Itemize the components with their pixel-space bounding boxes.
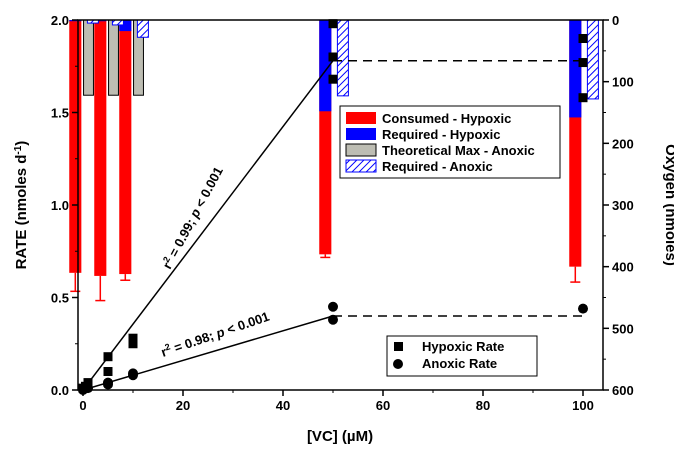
legend-label-hypoxic-rate: Hypoxic Rate — [422, 339, 504, 354]
bar-required-hypoxic-2 — [119, 20, 132, 32]
bar-required-anoxic-3 — [336, 19, 349, 97]
legend-top-frame — [339, 105, 561, 179]
legend-swatch-theoretical-max-anoxic — [345, 143, 377, 157]
legend-label-theoretical-max-anoxic: Theoretical Max - Anoxic — [382, 143, 535, 158]
legend-label-required-hypoxic: Required - Hypoxic — [382, 127, 500, 142]
oxygen-bars — [69, 19, 599, 302]
anoxic-rate-point-7 — [328, 314, 338, 325]
y-tick-label-4: 2.0 — [51, 13, 69, 28]
fit-line-0 — [82, 60, 334, 391]
legend-swatch-consumed-hypoxic — [346, 112, 376, 124]
legend-marker-hypoxic-rate — [394, 342, 403, 351]
hypoxic-rate-point-8 — [328, 52, 338, 62]
x-tick-label-5: 100 — [572, 398, 594, 413]
bar-theoretical-max-anoxic-1 — [108, 19, 119, 96]
bar-consumed-hypoxic-1 — [94, 20, 107, 276]
legend-bottom-frame — [386, 335, 538, 377]
legend-swatch-required-hypoxic — [346, 128, 376, 140]
rate-points — [78, 19, 588, 395]
legend-top: Consumed - Hypoxic Required - Hypoxic Th… — [339, 105, 561, 179]
bar-consumed-hypoxic-0 — [69, 20, 82, 273]
y-tick-label-2: 1.0 — [51, 198, 69, 213]
y2-tick-label-1: 100 — [612, 75, 634, 90]
bar-required-hypoxic-4 — [569, 20, 582, 118]
x-tick-label-0: 0 — [79, 398, 86, 413]
y-axis-title: RATE (nmoles d-1) — [13, 141, 30, 270]
x-tick-label-3: 60 — [376, 398, 390, 413]
legend-bottom: Hypoxic Rate Anoxic Rate — [386, 335, 538, 377]
axis-ticks: 0 20 40 60 80 100 0.0 0.5 1.0 1.5 2.0 0 100 200 300 400… — [51, 13, 634, 413]
anoxic-fit-annotation: r2 = 0.98; p < 0.001 — [159, 308, 271, 360]
fit-lines — [82, 59, 583, 391]
bar-required-anoxic-2 — [136, 19, 149, 38]
x-tick-label-2: 40 — [276, 398, 290, 413]
legend-swatch-required-anoxic — [345, 159, 377, 173]
y2-tick-label-4: 400 — [612, 260, 634, 275]
y2-tick-label-2: 200 — [612, 136, 634, 151]
legend-label-consumed-hypoxic: Consumed - Hypoxic — [382, 111, 511, 126]
x-axis-title: [VC] (µM) — [307, 428, 373, 445]
hypoxic-rate-point-11 — [578, 58, 588, 68]
y-tick-label-0: 0.0 — [51, 383, 69, 398]
bar-consumed-hypoxic-2 — [119, 20, 132, 275]
legend-label-anoxic-rate: Anoxic Rate — [422, 356, 497, 371]
anoxic-rate-point-4 — [103, 377, 113, 388]
y2-tick-label-6: 600 — [612, 383, 634, 398]
fit-line-1 — [82, 315, 334, 391]
legend-marker-anoxic-rate — [393, 359, 403, 369]
hypoxic-rate-point-7 — [328, 19, 338, 29]
bar-required-hypoxic-3 — [319, 20, 332, 112]
hypoxic-rate-point-6 — [128, 333, 138, 343]
y2-tick-label-0: 0 — [612, 13, 619, 28]
y2-tick-label-5: 500 — [612, 321, 634, 336]
hypoxic-rate-point-9 — [328, 74, 338, 84]
y-tick-label-1: 0.5 — [51, 291, 69, 306]
anoxic-rate-point-6 — [128, 368, 138, 379]
hypoxic-fit-annotation: r2 = 0.99; p < 0.001 — [159, 164, 226, 272]
y2-axis-title: Oxygen (nmoles) — [662, 144, 674, 266]
legend-label-required-anoxic: Required - Anoxic — [382, 159, 493, 174]
hypoxic-rate-point-2 — [83, 378, 93, 388]
anoxic-rate-point-2 — [83, 383, 93, 394]
hypoxic-rate-point-5 — [128, 339, 138, 349]
hypoxic-rate-point-3 — [103, 367, 113, 376]
hypoxic-rate-point-10 — [578, 34, 588, 43]
bar-theoretical-max-anoxic-0 — [83, 19, 94, 96]
y2-tick-label-3: 300 — [612, 198, 634, 213]
hypoxic-rate-point-4 — [103, 352, 113, 362]
x-tick-label-1: 20 — [176, 398, 190, 413]
x-tick-label-4: 80 — [476, 398, 490, 413]
y-tick-label-3: 1.5 — [51, 106, 69, 121]
hypoxic-rate-point-12 — [578, 93, 588, 103]
anoxic-rate-point-9 — [578, 303, 588, 314]
bar-required-anoxic-4 — [586, 19, 599, 100]
anoxic-rate-point-8 — [328, 301, 338, 312]
